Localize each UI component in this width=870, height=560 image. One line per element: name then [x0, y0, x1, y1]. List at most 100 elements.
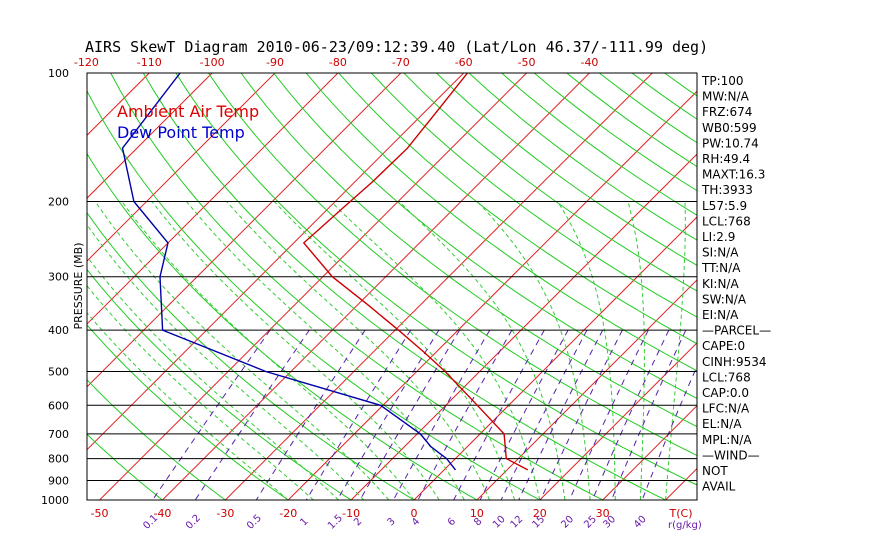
ambient-temp-line: [302, 73, 529, 471]
index-item: LI:2.9: [702, 230, 735, 244]
mixing-ratio-tick-label: 3: [385, 516, 397, 528]
dry-adiabat-line: [795, 73, 870, 500]
mixing-ratio-tick-label: 4: [410, 516, 422, 528]
mixing-ratio-tick-label: 20: [559, 514, 576, 531]
top-temp-tick-label: -40: [580, 56, 598, 69]
pressure-tick-label: 700: [48, 428, 69, 441]
index-item: LCL:768: [702, 214, 751, 228]
moist-adiabat-line: [665, 201, 686, 500]
isotherm-line: [287, 90, 697, 500]
isotherm-line: [0, 73, 23, 500]
pressure-tick-label: 400: [48, 324, 69, 337]
mixing-ratio-unit-label: r(g/kg): [668, 520, 702, 531]
top-temp-tick-label: -80: [329, 56, 347, 69]
index-item: PW:10.74: [702, 136, 759, 150]
dry-adiabat-line: [142, 73, 666, 500]
index-item: WB0:599: [702, 121, 757, 135]
index-item: SI:N/A: [702, 246, 739, 260]
legend-item-ambient: Ambient Air Temp: [117, 102, 259, 121]
bottom-temp-tick-label: 10: [470, 507, 484, 520]
moist-adiabat-line: [226, 201, 490, 500]
bottom-temp-tick-label: -30: [216, 507, 234, 520]
mixing-ratio-tick-label: 40: [632, 514, 649, 531]
data-layer: [121, 73, 529, 471]
moist-adiabat-line: [94, 201, 390, 500]
moist-adiabat-line: [87, 223, 365, 500]
index-item: AVAIL: [702, 480, 736, 494]
moist-adiabat-line: [121, 201, 415, 500]
dry-adiabat-line: [240, 73, 697, 428]
index-item: FRZ:674: [702, 105, 752, 119]
index-item: L57:5.9: [702, 199, 747, 213]
top-temp-axis: -120 -110 -100 -90 -80 -70 -60 -50 -40: [74, 56, 599, 69]
index-item: RH:49.4: [702, 152, 750, 166]
isotherm-line: [87, 73, 276, 262]
moist-adiabat-line: [273, 201, 516, 500]
dry-adiabat-line: [87, 89, 541, 500]
mixing-ratio-tick-label: 0.2: [184, 513, 203, 532]
bottom-temp-tick-label: -10: [342, 507, 360, 520]
dry-adiabat-line: [468, 73, 697, 241]
pressure-tick-label: 900: [48, 474, 69, 487]
pressure-axis: 100 200 300 400 500 600 700 800 900 1000: [41, 67, 69, 507]
plot-frame: [86, 72, 698, 501]
mixing-ratio-line: [359, 329, 461, 500]
mixing-ratio-line: [336, 329, 440, 500]
dry-adiabat-line: [207, 73, 697, 457]
dry-adiabat-line: [501, 73, 697, 216]
top-temp-tick-label: -50: [518, 56, 536, 69]
isotherm-line: [413, 216, 697, 500]
moist-adiabat-line: [186, 201, 465, 500]
bottom-unit-label: T(C): [669, 507, 693, 520]
legend-item-dewpoint: Dew Point Temp: [117, 123, 245, 142]
dry-adiabat-line: [175, 73, 697, 486]
isotherm-line: [350, 153, 697, 500]
isotherm-line: [602, 404, 697, 500]
dry-adiabat-line: [305, 73, 697, 372]
pressure-tick-label: 300: [48, 271, 69, 284]
isotherm-line: [476, 279, 697, 500]
isotherm-line: [87, 73, 339, 325]
index-item: MAXT:16.3: [702, 168, 765, 182]
index-item: TP:100: [701, 74, 744, 88]
mixing-ratio-tick-label: 2: [352, 516, 364, 528]
pressure-tick-label: 800: [48, 453, 69, 466]
index-item: CAPE:0: [702, 339, 745, 353]
index-item: TT:N/A: [701, 261, 741, 275]
mixing-ratio-line: [591, 329, 670, 500]
top-temp-tick-label: -60: [455, 56, 473, 69]
dry-adiabat-line: [664, 73, 697, 97]
moist-adiabat-line: [330, 201, 541, 500]
isotherm-line: [162, 73, 590, 500]
mixing-ratio-tick-label: 12: [509, 514, 526, 531]
grid-layer: [0, 73, 870, 500]
index-item: —WIND—: [702, 448, 760, 462]
isotherm-line: [87, 73, 465, 451]
top-temp-tick-label: -120: [74, 56, 99, 69]
pressure-tick-label: 600: [48, 399, 69, 412]
pressure-tick-label: 1000: [41, 494, 69, 507]
top-temp-tick-label: -90: [266, 56, 284, 69]
index-item: NOT: [702, 464, 728, 478]
pressure-tick-label: 500: [48, 365, 69, 378]
bottom-temp-tick-label: -20: [279, 507, 297, 520]
chart-title: AIRS SkewT Diagram 2010-06-23/09:12:39.4…: [85, 38, 708, 56]
dew-point-line: [121, 73, 457, 471]
isotherm-line: [665, 467, 697, 500]
mixing-ratio-tick-label: 0.5: [245, 513, 264, 532]
y-axis-label: PRESSURE (MB): [72, 243, 85, 330]
mixing-ratio-line: [392, 329, 491, 500]
dry-adiabat-line: [370, 73, 697, 318]
top-temp-tick-label: -100: [200, 56, 225, 69]
dry-adiabat-line: [87, 211, 415, 500]
index-item: MPL:N/A: [702, 433, 752, 447]
mixing-ratio-tick-label: 1: [298, 516, 310, 528]
index-item: CAP:0.0: [702, 386, 749, 400]
dry-adiabat-line: [87, 433, 163, 500]
mixing-ratio-line: [500, 329, 588, 500]
bottom-temp-tick-label: 30: [596, 507, 610, 520]
dry-adiabat-line: [338, 73, 697, 345]
dry-adiabat-line: [403, 73, 697, 292]
index-item: LCL:768: [702, 370, 751, 384]
